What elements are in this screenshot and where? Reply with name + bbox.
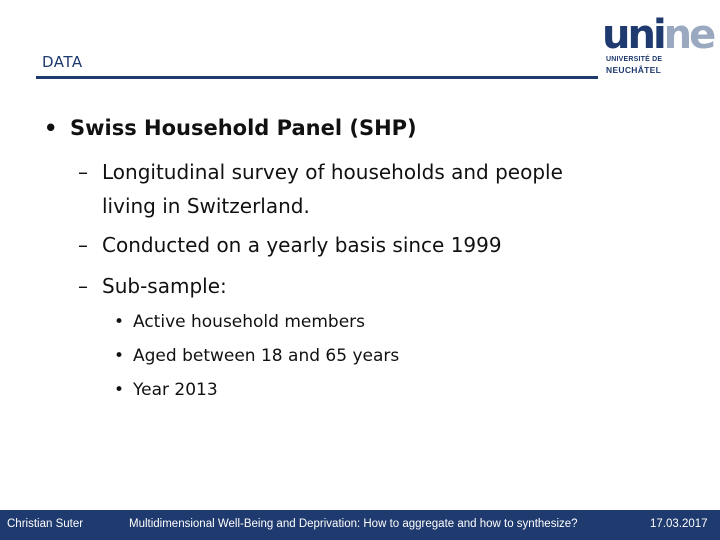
subitem-text: Year 2013	[133, 380, 218, 400]
logo-line-2: NEUCHÂTEL	[606, 65, 662, 75]
logo-word-tail: ne	[663, 12, 717, 58]
subitem-continuation: living in Switzerland.	[102, 194, 310, 218]
footer-date: 17.03.2017	[650, 518, 708, 530]
university-logo: unine UNIVERSITÉ DE NEUCHÂTEL	[602, 12, 717, 80]
bullet-level1: • Swiss Household Panel (SHP)	[44, 116, 417, 140]
subitem-text: Longitudinal survey of households and pe…	[102, 160, 563, 184]
dash-icon: –	[78, 233, 88, 257]
bullet-icon: •	[114, 312, 125, 332]
subitem-level2: – Longitudinal survey of households and p…	[78, 160, 563, 184]
logo-wordmark: unine	[602, 12, 717, 58]
footer-author: Christian Suter	[7, 518, 84, 530]
logo-line-1: UNIVERSITÉ DE	[606, 56, 663, 63]
dash-icon: –	[78, 274, 88, 298]
footer-bar	[0, 510, 720, 540]
footer-title: Multidimensional Well-Being and Deprivat…	[129, 518, 578, 530]
subitem-level3: • Aged between 18 and 65 years	[114, 346, 399, 366]
subitem-level3: • Year 2013	[114, 380, 218, 400]
bullet-icon: •	[114, 380, 125, 400]
subitem-level3: • Active household members	[114, 312, 365, 332]
subitem-text: Conducted on a yearly basis since 1999	[102, 233, 502, 257]
subitem-level2: – Sub-sample:	[78, 274, 227, 298]
subitem-level2: – Conducted on a yearly basis since 1999	[78, 233, 502, 257]
bullet-icon: •	[44, 116, 58, 140]
subitem-text: Aged between 18 and 65 years	[133, 346, 400, 366]
logo-word-main: uni	[602, 12, 667, 58]
section-label: DATA	[42, 53, 83, 71]
subitem-text: Sub-sample:	[102, 274, 227, 298]
bullet-icon: •	[114, 346, 125, 366]
dash-icon: –	[78, 160, 88, 184]
bullet-text: Swiss Household Panel (SHP)	[70, 116, 417, 140]
subitem-text: Active household members	[133, 312, 366, 332]
header-divider	[36, 76, 598, 79]
